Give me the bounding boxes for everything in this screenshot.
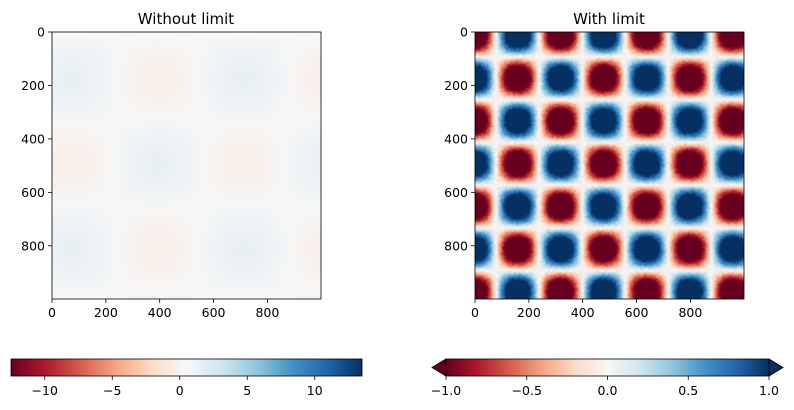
colorbar-tick-label: 0.5	[678, 383, 698, 398]
x-tick-label: 400	[148, 305, 172, 320]
colorbar-gradient-left	[10, 358, 363, 377]
y-tick-label: 400	[444, 131, 468, 146]
y-tick-label: 600	[444, 185, 468, 200]
colorbar-ticks-right: −1.0 −0.5 0.0 0.5 1.0	[431, 376, 779, 398]
colorbar-tick-label: 0.0	[598, 383, 618, 398]
chart-title-right: With limit	[573, 10, 645, 28]
x-tick-label: 600	[625, 305, 649, 320]
x-tick-label: 0	[471, 305, 479, 320]
heatmap-without-limit: Without limit 0 200 400 600 800 0 200 400 600 80…	[21, 10, 322, 320]
x-tick-label: 400	[571, 305, 595, 320]
y-tick-label: 400	[21, 131, 45, 146]
colorbar-tick-label: 0	[176, 383, 184, 398]
axes-frame-right	[474, 31, 745, 300]
heatmap-with-limit: With limit 0 200 400 600 800 0 200 400 600 800	[444, 10, 745, 320]
x-tick-label: 200	[94, 305, 118, 320]
y-tick-label: 200	[21, 78, 45, 93]
colorbar-tick-label: 10	[307, 383, 323, 398]
colorbar-ticks-left: −10 −5 0 5 10	[32, 376, 323, 398]
x-tick-label: 200	[517, 305, 541, 320]
heatmap-image-left	[52, 32, 321, 299]
colorbar-gradient-right	[445, 358, 770, 377]
axes-frame-left	[51, 31, 322, 300]
colorbar-extend-min	[431, 358, 447, 377]
y-tick-label: 0	[460, 25, 468, 40]
colorbar-tick-label: 5	[243, 383, 251, 398]
y-tick-label: 200	[444, 78, 468, 93]
chart-title-left: Without limit	[138, 10, 235, 28]
y-tick-label: 800	[21, 238, 45, 253]
x-tick-label: 800	[255, 305, 279, 320]
colorbar-left: −10 −5 0 5 10	[10, 358, 363, 398]
y-axis-right: 0 200 400 600 800	[444, 25, 475, 253]
colorbar-tick-label: 1.0	[759, 383, 779, 398]
colorbar-right: −1.0 −0.5 0.0 0.5 1.0	[431, 358, 784, 398]
colorbar-tick-label: −0.5	[512, 383, 542, 398]
x-tick-label: 0	[48, 305, 56, 320]
colorbar-extend-max	[768, 358, 784, 377]
x-tick-label: 800	[678, 305, 702, 320]
colorbar-tick-label: −10	[32, 383, 58, 398]
y-tick-label: 0	[37, 25, 45, 40]
y-axis-left: 0 200 400 600 800	[21, 25, 52, 253]
colorbar-tick-label: −5	[103, 383, 121, 398]
y-tick-label: 600	[21, 185, 45, 200]
x-axis-right: 0 200 400 600 800	[471, 299, 702, 320]
y-tick-label: 800	[444, 238, 468, 253]
x-axis-left: 0 200 400 600 800	[48, 299, 279, 320]
x-tick-label: 600	[202, 305, 226, 320]
heatmap-image-right	[475, 32, 744, 299]
colorbar-tick-label: −1.0	[431, 383, 461, 398]
